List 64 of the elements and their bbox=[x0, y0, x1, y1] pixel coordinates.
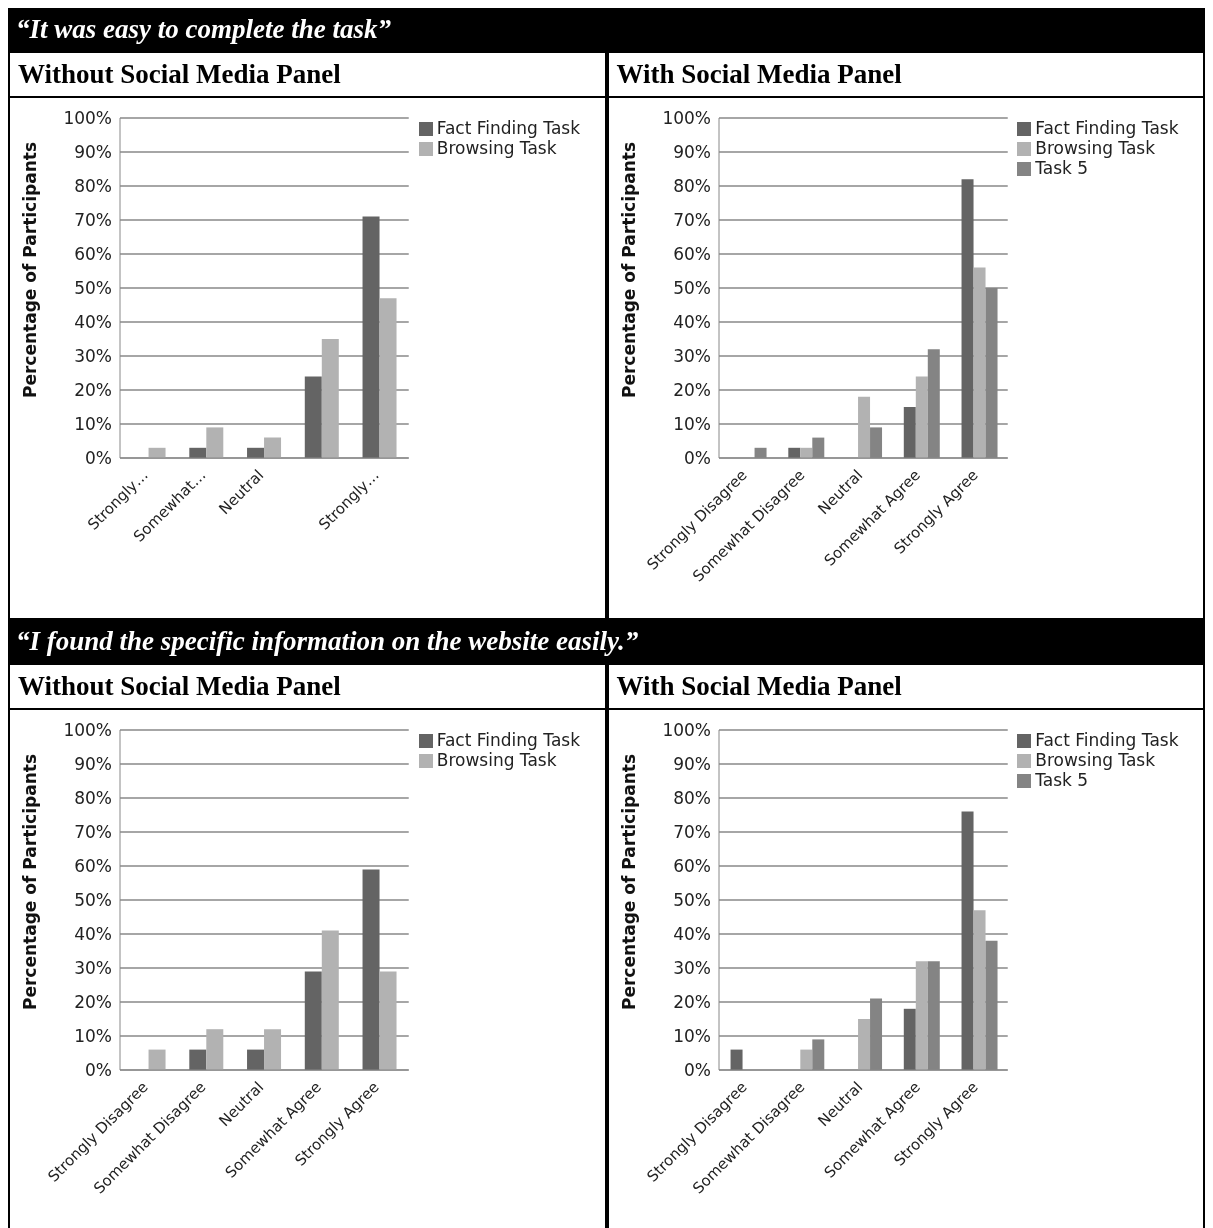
y-tick-label: 20% bbox=[672, 380, 711, 401]
y-tick-label: 100% bbox=[661, 720, 711, 741]
y-tick-label: 90% bbox=[672, 142, 711, 163]
legend-label: Fact Finding Task bbox=[436, 730, 580, 750]
legend-label: Fact Finding Task bbox=[1035, 730, 1179, 750]
y-tick-label: 80% bbox=[74, 176, 112, 197]
legend-label: Fact Finding Task bbox=[436, 118, 580, 138]
y-tick-label: 30% bbox=[74, 346, 112, 367]
y-tick-label: 0% bbox=[85, 1060, 112, 1081]
legend-label: Fact Finding Task bbox=[1035, 118, 1179, 138]
y-tick-label: 90% bbox=[672, 754, 711, 775]
chart-subtitle: With Social Media Panel bbox=[608, 53, 1203, 98]
y-tick-label: 0% bbox=[683, 448, 711, 469]
y-tick-label: 70% bbox=[672, 822, 711, 843]
legend-label: Browsing Task bbox=[1035, 750, 1156, 770]
y-axis-title: Percentage of Participants bbox=[618, 754, 639, 1010]
y-tick-label: 60% bbox=[672, 856, 711, 877]
y-tick-label: 50% bbox=[672, 890, 711, 911]
y-tick-label: 80% bbox=[74, 788, 112, 809]
y-tick-label: 80% bbox=[672, 176, 711, 197]
y-tick-label: 20% bbox=[672, 992, 711, 1013]
chart-subtitle: With Social Media Panel bbox=[608, 665, 1203, 710]
y-tick-label: 80% bbox=[672, 788, 711, 809]
y-tick-label: 0% bbox=[85, 448, 112, 469]
y-tick-label: 40% bbox=[74, 924, 112, 945]
chart-subtitle: Without Social Media Panel bbox=[10, 665, 605, 710]
y-tick-label: 100% bbox=[63, 720, 112, 741]
y-tick-label: 10% bbox=[672, 1026, 711, 1047]
legend-label: Task 5 bbox=[1035, 770, 1089, 790]
y-tick-label: 60% bbox=[672, 244, 711, 265]
y-tick-label: 10% bbox=[672, 414, 711, 435]
y-tick-label: 20% bbox=[74, 992, 112, 1013]
y-tick-label: 30% bbox=[672, 346, 711, 367]
y-axis-title: Percentage of Participants bbox=[618, 142, 639, 398]
y-tick-label: 40% bbox=[672, 312, 711, 333]
y-axis-title: Percentage of Participants bbox=[20, 142, 41, 398]
y-tick-label: 10% bbox=[74, 414, 112, 435]
y-tick-label: 90% bbox=[74, 754, 112, 775]
chart-title: “It was easy to complete the task” bbox=[8, 8, 1205, 51]
y-tick-label: 60% bbox=[74, 856, 112, 877]
legend-label: Browsing Task bbox=[1035, 138, 1156, 158]
chart-subtitle: Without Social Media Panel bbox=[10, 53, 605, 98]
y-tick-label: 30% bbox=[672, 958, 711, 979]
legend-label: Browsing Task bbox=[436, 138, 557, 158]
y-tick-label: 0% bbox=[683, 1060, 711, 1081]
y-tick-label: 100% bbox=[63, 108, 112, 129]
chart-title: “I found the specific information on the website easily.” bbox=[8, 620, 1205, 663]
y-tick-label: 90% bbox=[74, 142, 112, 163]
y-tick-label: 100% bbox=[661, 108, 711, 129]
y-tick-label: 70% bbox=[672, 210, 711, 231]
y-tick-label: 50% bbox=[672, 278, 711, 299]
y-tick-label: 50% bbox=[74, 278, 112, 299]
y-tick-label: 40% bbox=[74, 312, 112, 333]
y-tick-label: 10% bbox=[74, 1026, 112, 1047]
y-axis-title: Percentage of Participants bbox=[20, 754, 41, 1010]
y-tick-label: 50% bbox=[74, 890, 112, 911]
y-tick-label: 70% bbox=[74, 210, 112, 231]
legend-label: Browsing Task bbox=[436, 750, 557, 770]
y-tick-label: 20% bbox=[74, 380, 112, 401]
y-tick-label: 70% bbox=[74, 822, 112, 843]
y-tick-label: 30% bbox=[74, 958, 112, 979]
y-tick-label: 60% bbox=[74, 244, 112, 265]
y-tick-label: 40% bbox=[672, 924, 711, 945]
legend-label: Task 5 bbox=[1035, 158, 1089, 178]
